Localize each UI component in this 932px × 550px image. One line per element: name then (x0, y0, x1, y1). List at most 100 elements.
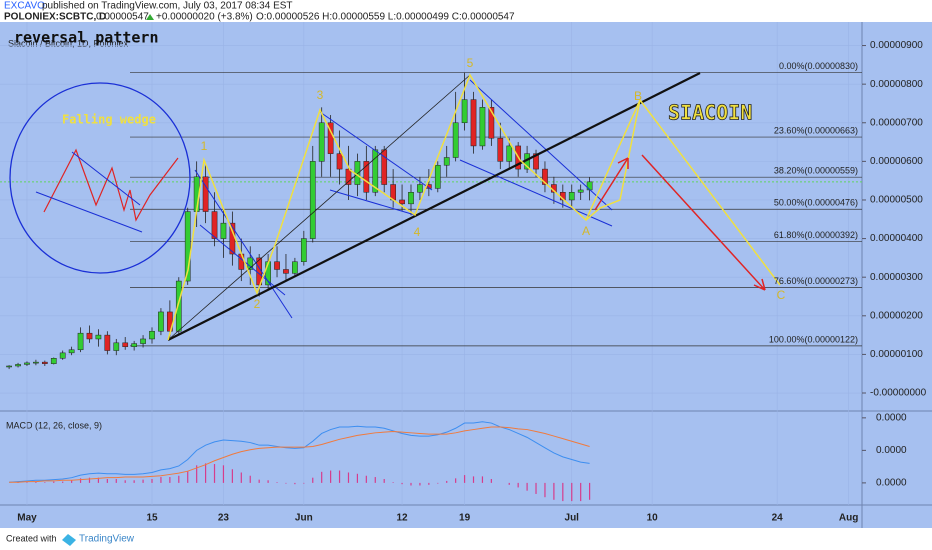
y-tick-label: 0.00000500 (870, 195, 923, 206)
wedge-line (459, 159, 613, 227)
wave-label: C (777, 288, 786, 302)
candle-body (211, 211, 218, 239)
wedge-circle (9, 82, 191, 274)
wave-label: 2 (254, 297, 261, 311)
arrow (594, 157, 629, 211)
candle-body (131, 343, 137, 347)
arrow (641, 154, 766, 291)
wave-label: 1 (201, 139, 208, 153)
y-tick-label: 0.00000600 (870, 156, 923, 167)
x-tick-label: May (17, 513, 37, 524)
macd-line (9, 421, 590, 483)
wedge-line (329, 189, 416, 216)
y-tick-label: 0.00000800 (870, 79, 923, 90)
candle-body (158, 311, 164, 332)
drawings (9, 72, 781, 341)
y-tick-label: 0.0000 (876, 445, 907, 456)
candle-body (479, 107, 486, 147)
candle-body (399, 199, 405, 205)
candle-body (363, 161, 370, 193)
candle-body (506, 145, 513, 162)
wedge-zigzag (43, 148, 179, 222)
up-icon (146, 14, 154, 20)
candle-body (184, 211, 191, 282)
y-tick-label: -0.00000000 (870, 388, 927, 399)
candle-body (202, 176, 209, 212)
wedge-line (199, 224, 286, 296)
symbol: POLONIEX:SCBTC, D (4, 12, 106, 23)
fib-label: 23.60%(0.00000663) (774, 125, 858, 135)
wave-label: B (634, 89, 642, 103)
candle-body (372, 149, 379, 193)
signal-line (9, 426, 590, 483)
wedge-line (194, 169, 293, 319)
x-tick-label: 15 (146, 513, 158, 524)
fib-label: 0.00%(0.00000830) (779, 61, 858, 71)
annotation: SIACOIN (668, 101, 752, 125)
candle-body (354, 161, 361, 185)
candle-body (309, 161, 316, 239)
candle-body (113, 342, 120, 351)
candle-body (408, 192, 414, 205)
candle-body (68, 349, 75, 354)
wedge-line (469, 79, 613, 211)
candle-body (15, 364, 21, 367)
candle-body (577, 189, 584, 193)
wedge-line (35, 191, 143, 233)
chart-title: Siacoin / Bitcoin, 1D, Poloniex (8, 38, 129, 48)
wedge-line (71, 151, 141, 206)
y-tick-label: 0.00000300 (870, 272, 923, 283)
candle-body (175, 280, 182, 332)
candle-body (283, 269, 289, 274)
published: published on TradingView.com, July 03, 2… (42, 1, 293, 12)
arrowhead (753, 278, 766, 291)
candle-body (140, 338, 146, 344)
candle-body (443, 157, 450, 166)
candle-body (77, 332, 84, 351)
arrowhead (617, 157, 629, 169)
candle-body (86, 332, 93, 340)
price: 0.00000547 (96, 12, 149, 23)
candle-body (122, 342, 129, 347)
grid (0, 22, 862, 505)
footer-brand[interactable]: TradingView (79, 534, 135, 545)
candle-body (41, 361, 48, 364)
candles (6, 72, 593, 370)
candle-body (568, 192, 575, 201)
candle-body (533, 153, 539, 170)
y-tick-label: 0.00000100 (870, 349, 923, 360)
logo (62, 534, 76, 546)
x-tick-label: 12 (397, 513, 409, 524)
candle-body (50, 358, 57, 364)
annotation: Falling wedge (62, 113, 156, 127)
x-tick-label: 24 (772, 513, 784, 524)
candle-body (336, 153, 343, 170)
candle-body (95, 334, 102, 340)
fib-label: 61.80%(0.00000392) (774, 230, 858, 240)
wedge-line (319, 111, 433, 191)
candle-body (461, 99, 468, 124)
y-tick-label: 0.00000900 (870, 40, 923, 51)
candle-body (149, 330, 155, 340)
footer-created: Created with (6, 533, 57, 543)
candle-body (417, 184, 423, 193)
candle-body (470, 99, 477, 147)
thin-line (167, 74, 471, 341)
x-tick-label: Aug (839, 513, 858, 524)
candle-body (292, 261, 298, 274)
author[interactable]: EXCAVO (4, 1, 45, 12)
x-tick-label: Jul (565, 513, 580, 524)
candle-body (345, 168, 352, 185)
wave-label: 4 (414, 225, 421, 239)
candle-body (497, 137, 504, 162)
y-tick-label: 0.00000400 (870, 233, 923, 244)
candle-body (318, 122, 325, 162)
ohlc: O:0.00000526 H:0.00000559 L:0.00000499 C… (256, 12, 515, 23)
wave-label: 5 (467, 56, 474, 70)
candle-body (59, 352, 66, 359)
y-tick-label: 0.0000 (876, 412, 907, 423)
wave-label: 3 (317, 88, 324, 102)
candle-body (390, 184, 396, 201)
trend-line (167, 72, 701, 341)
